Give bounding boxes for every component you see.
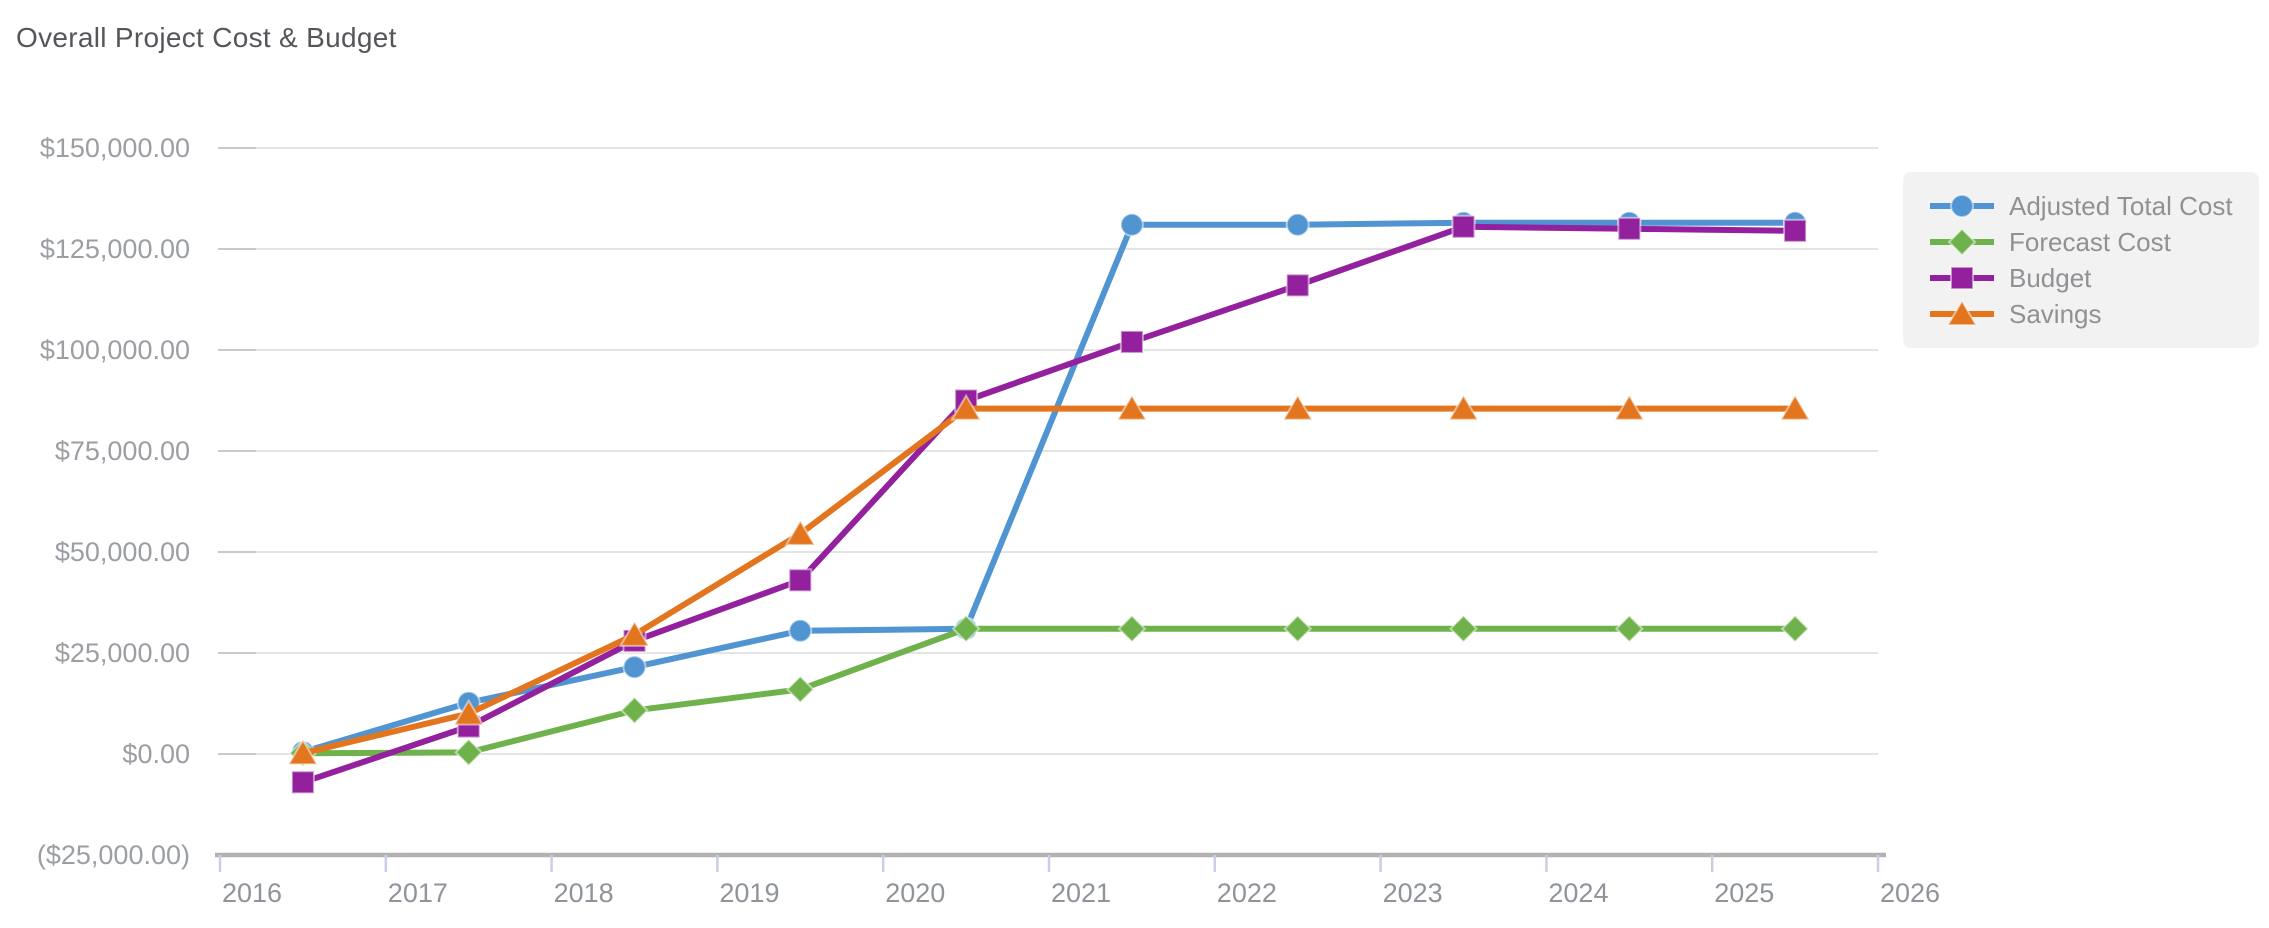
y-axis-tick-label: $50,000.00 — [55, 537, 190, 567]
budget-legend-marker-icon — [1930, 266, 1994, 290]
x-axis-tick-label: 2023 — [1383, 878, 1443, 908]
savings-marker-icon — [1447, 393, 1480, 421]
y-axis-tick-label: ($25,000.00) — [37, 840, 190, 870]
forecast-cost-line — [299, 625, 1799, 757]
x-axis-tick-label: 2026 — [1880, 878, 1940, 908]
adjusted-total-cost-marker-icon — [622, 655, 647, 680]
legend-label: Budget — [2009, 262, 2092, 293]
forecast-cost-marker-icon — [1283, 614, 1313, 644]
savings-marker-icon — [950, 393, 982, 421]
y-axis-tick-label: $25,000.00 — [55, 638, 190, 668]
x-axis-tick-label: 2019 — [719, 878, 779, 908]
x-axis-tick-label: 2025 — [1714, 878, 1774, 908]
forecast-cost-legend-glyph — [1947, 228, 1977, 256]
forecast-cost-marker-icon — [1117, 614, 1147, 644]
legend-item-adjusted-total-cost[interactable]: Adjusted Total Cost — [1929, 188, 2239, 224]
budget-marker-icon — [1119, 329, 1144, 354]
x-axis-tick-label: 2020 — [885, 878, 945, 908]
legend-item-savings[interactable]: Savings — [1929, 296, 2239, 332]
savings-legend-glyph — [1946, 300, 1978, 326]
forecast-cost-marker-icon — [1449, 614, 1478, 644]
forecast-cost-marker-icon — [951, 614, 981, 644]
budget-legend-glyph — [1950, 266, 1974, 290]
budget-marker-icon — [788, 568, 813, 593]
x-axis-tick-label: 2018 — [554, 878, 614, 908]
series-forecast-cost — [288, 614, 1810, 768]
savings-marker-icon — [287, 738, 319, 766]
legend-label: Savings — [2009, 298, 2102, 329]
legend-item-budget[interactable]: Budget — [1929, 260, 2239, 296]
x-axis-tick-label: 2022 — [1217, 878, 1277, 908]
budget-marker-icon — [1617, 216, 1642, 241]
x-axis-tick-label: 2017 — [388, 878, 448, 908]
forecast-cost-marker-icon — [454, 737, 484, 767]
budget-line — [299, 223, 1799, 786]
budget-marker-icon — [1451, 214, 1476, 239]
chart-title: Overall Project Cost & Budget — [16, 22, 397, 53]
y-axis-tick-label: $125,000.00 — [40, 234, 190, 264]
series-savings — [287, 393, 1811, 766]
savings-marker-icon — [1116, 393, 1148, 421]
savings-line — [299, 405, 1799, 757]
adjusted-total-cost-marker-icon — [1285, 212, 1310, 237]
forecast-cost-marker-icon — [620, 695, 649, 725]
adjusted-total-cost-line — [299, 219, 1799, 755]
y-axis-tick-label: $0.00 — [122, 739, 190, 769]
y-axis-tick-label: $150,000.00 — [40, 133, 190, 163]
adjusted-total-cost-marker-icon — [1119, 212, 1144, 237]
x-axis-tick-label: 2021 — [1051, 878, 1111, 908]
chart-legend: Adjusted Total Cost Forecast Cost Budget Sa… — [1903, 172, 2259, 348]
savings-marker-icon — [618, 619, 651, 647]
forecast-cost-marker-icon — [1614, 614, 1644, 644]
budget-marker-icon — [1783, 218, 1808, 243]
savings-legend-marker-icon — [1930, 300, 1994, 326]
legend-label: Adjusted Total Cost — [2009, 190, 2233, 221]
adjusted-total-cost-legend-glyph — [1950, 194, 1974, 218]
savings-marker-icon — [1779, 393, 1811, 421]
x-axis-tick-label: 2016 — [222, 878, 282, 908]
y-axis-tick-label: $75,000.00 — [55, 436, 190, 466]
forecast-cost-marker-icon — [785, 674, 815, 704]
forecast-cost-marker-icon — [1780, 614, 1810, 644]
forecast-cost-legend-marker-icon — [1930, 228, 1994, 256]
series-budget — [290, 214, 1808, 795]
series-adjusted-total-cost — [290, 210, 1808, 764]
savings-marker-icon — [1613, 393, 1646, 421]
savings-marker-icon — [1281, 393, 1314, 421]
budget-marker-icon — [290, 770, 315, 795]
legend-item-forecast-cost[interactable]: Forecast Cost — [1929, 224, 2239, 260]
legend-label: Forecast Cost — [2009, 226, 2171, 257]
savings-marker-icon — [784, 518, 817, 546]
x-axis-tick-label: 2024 — [1548, 878, 1608, 908]
budget-marker-icon — [1285, 273, 1310, 298]
adjusted-total-cost-legend-marker-icon — [1930, 194, 1994, 218]
y-axis-tick-label: $100,000.00 — [40, 335, 190, 365]
adjusted-total-cost-marker-icon — [788, 618, 813, 643]
savings-marker-icon — [452, 698, 485, 726]
